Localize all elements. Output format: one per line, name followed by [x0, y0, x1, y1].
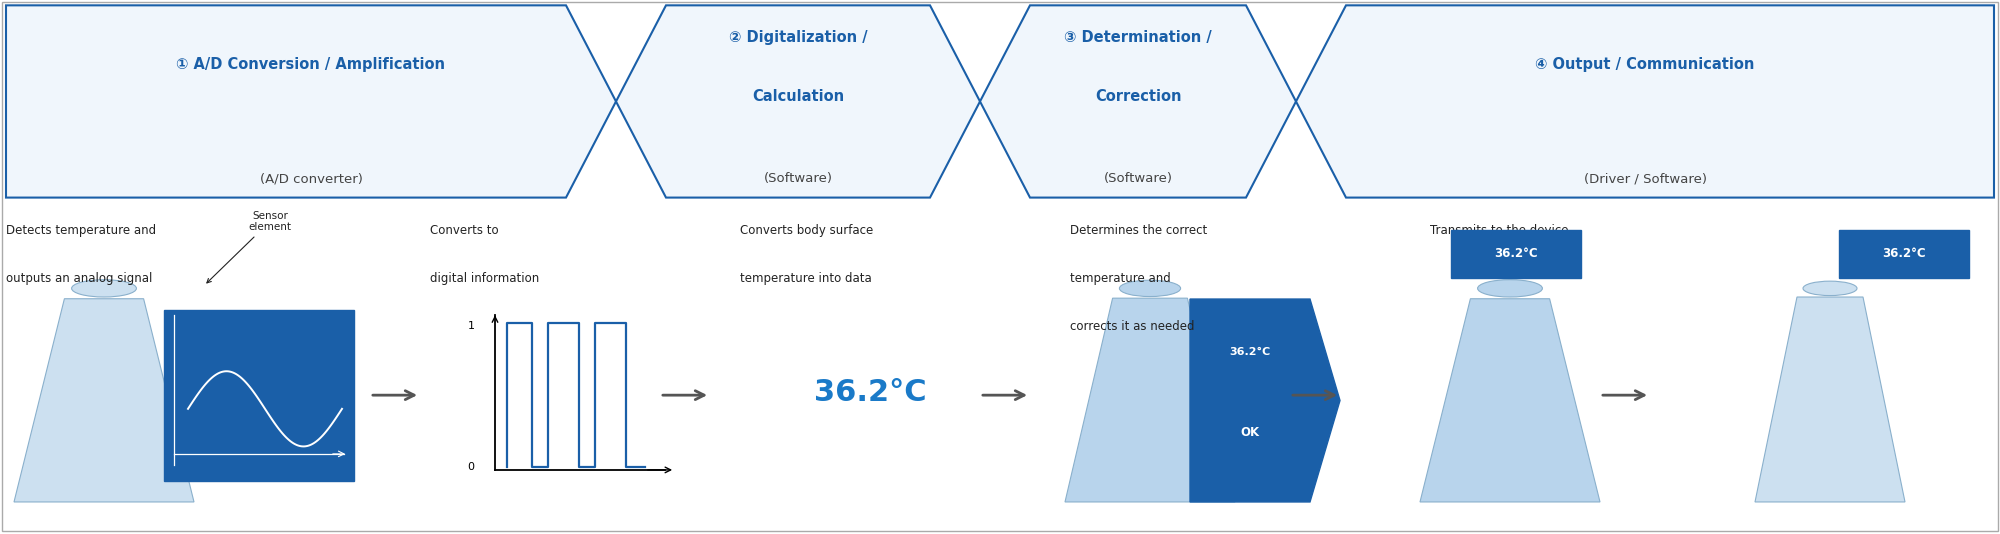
Text: 36.2°C: 36.2°C [1494, 247, 1538, 260]
Polygon shape [1756, 297, 1904, 502]
Circle shape [72, 280, 136, 297]
Text: (Software): (Software) [1104, 172, 1172, 185]
Circle shape [1804, 281, 1856, 296]
Text: ② Digitalization /: ② Digitalization / [728, 30, 868, 45]
Text: temperature into data: temperature into data [740, 272, 872, 285]
Bar [1840, 230, 1968, 278]
Text: digital information: digital information [430, 272, 540, 285]
Text: 1: 1 [468, 321, 474, 331]
Text: temperature and: temperature and [1070, 272, 1170, 285]
Polygon shape [1420, 299, 1600, 502]
Text: (Software): (Software) [764, 172, 832, 185]
Text: ① A/D Conversion / Amplification: ① A/D Conversion / Amplification [176, 57, 446, 72]
Text: Sensor
element: Sensor element [206, 211, 292, 283]
Text: 36.2°C: 36.2°C [1230, 348, 1270, 357]
Polygon shape [1296, 5, 1994, 198]
Polygon shape [1190, 299, 1340, 502]
Text: Determines the correct: Determines the correct [1070, 224, 1208, 237]
Text: ③ Determination /: ③ Determination / [1064, 30, 1212, 45]
Text: 0: 0 [468, 462, 474, 472]
Circle shape [1478, 280, 1542, 297]
Text: corrects it as needed: corrects it as needed [1070, 320, 1194, 333]
Text: Transmits to the device: Transmits to the device [1430, 224, 1568, 237]
Text: Detects temperature and: Detects temperature and [6, 224, 156, 237]
Polygon shape [1064, 298, 1234, 502]
Text: ④ Output / Communication: ④ Output / Communication [1536, 57, 1754, 72]
Polygon shape [14, 299, 194, 502]
Text: outputs an analog signal: outputs an analog signal [6, 272, 152, 285]
Circle shape [1120, 280, 1180, 296]
Polygon shape [980, 5, 1296, 198]
Bar [1452, 230, 1580, 278]
Text: (Driver / Software): (Driver / Software) [1584, 172, 1706, 185]
Polygon shape [6, 5, 616, 198]
Polygon shape [616, 5, 980, 198]
Text: Converts body surface: Converts body surface [740, 224, 874, 237]
Text: Calculation: Calculation [752, 89, 844, 104]
Text: 36.2°C: 36.2°C [814, 378, 926, 407]
Text: Correction: Correction [1094, 89, 1182, 104]
Text: (A/D converter): (A/D converter) [260, 172, 362, 185]
Bar [164, 310, 354, 481]
Text: OK: OK [1240, 426, 1260, 439]
Text: 36.2°C: 36.2°C [1882, 247, 1926, 260]
Text: Converts to: Converts to [430, 224, 498, 237]
